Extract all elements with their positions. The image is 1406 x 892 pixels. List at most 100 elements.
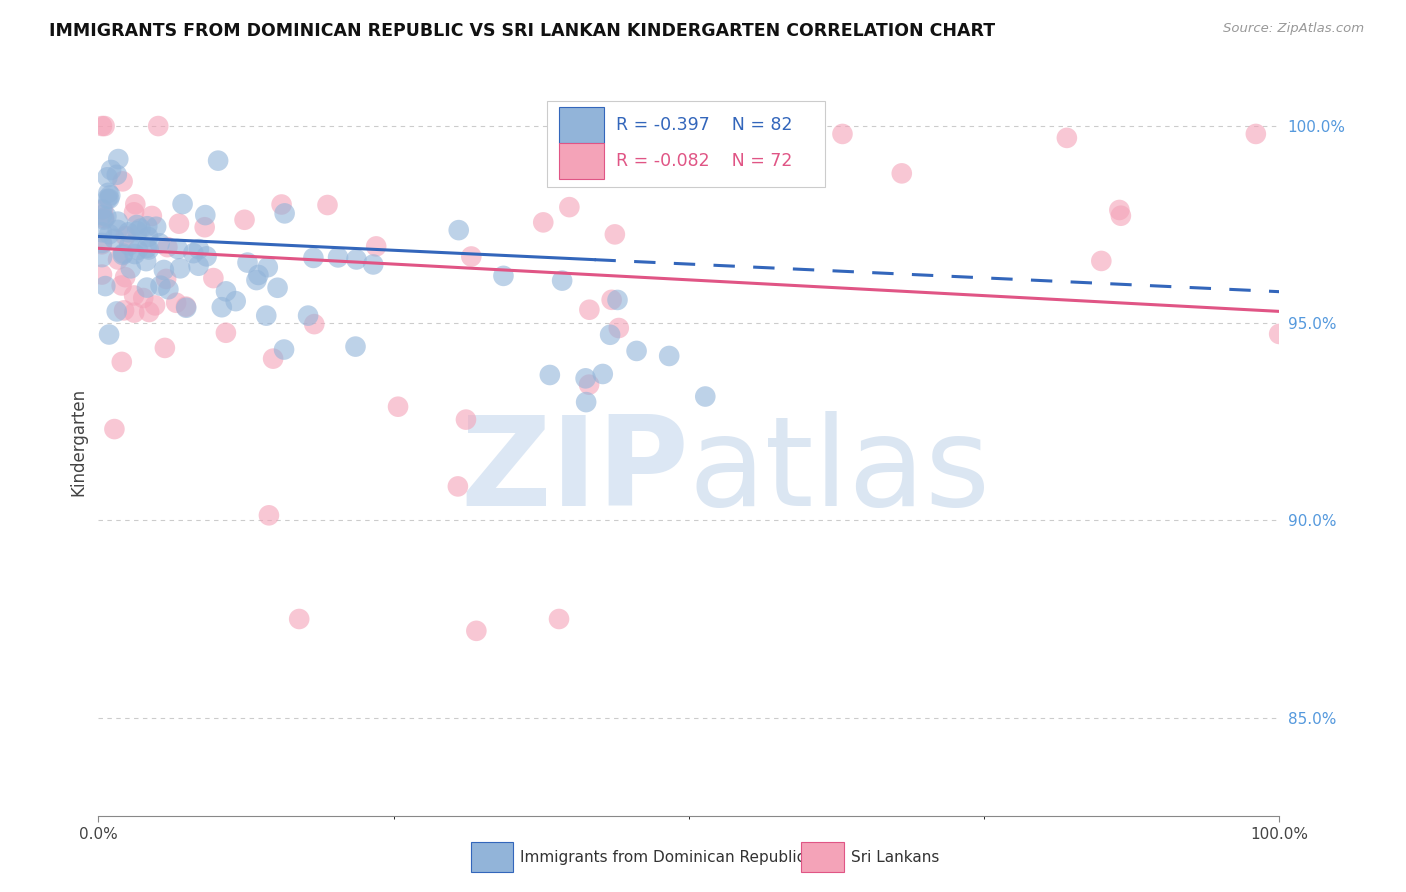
Point: [141, 209, 163, 223]
Point: [93, 119, 115, 133]
Point: [387, 400, 409, 414]
Point: [156, 240, 179, 254]
Point: [202, 271, 225, 285]
Point: [105, 304, 128, 318]
Point: [187, 242, 209, 256]
Point: [136, 230, 159, 244]
Point: [1090, 254, 1112, 268]
Point: [346, 252, 368, 267]
Point: [270, 197, 292, 211]
Point: [145, 219, 167, 234]
Point: [465, 624, 488, 638]
Point: [548, 612, 571, 626]
Point: [138, 305, 160, 319]
Point: [114, 270, 136, 285]
Point: [118, 238, 141, 252]
Point: [211, 300, 233, 314]
FancyBboxPatch shape: [560, 107, 605, 144]
Text: Sri Lankans: Sri Lankans: [851, 850, 939, 864]
Point: [135, 241, 157, 255]
Point: [606, 293, 628, 307]
Point: [454, 412, 477, 426]
Point: [273, 343, 295, 357]
Point: [302, 251, 325, 265]
Point: [111, 248, 134, 262]
Point: [127, 224, 149, 238]
Point: [165, 295, 187, 310]
Point: [114, 229, 136, 244]
Point: [143, 298, 166, 312]
Point: [153, 263, 176, 277]
Point: [122, 205, 145, 219]
Point: [225, 294, 247, 309]
Point: [831, 127, 853, 141]
Point: [136, 219, 159, 234]
Point: [105, 168, 128, 182]
Text: Source: ZipAtlas.com: Source: ZipAtlas.com: [1223, 22, 1364, 36]
Point: [254, 309, 277, 323]
Point: [103, 422, 125, 436]
Point: [183, 246, 205, 260]
Point: [194, 208, 217, 222]
Text: Immigrants from Dominican Republic: Immigrants from Dominican Republic: [520, 850, 806, 864]
Point: [695, 390, 717, 404]
Text: R = -0.082    N = 72: R = -0.082 N = 72: [616, 153, 792, 170]
Point: [135, 254, 157, 268]
Point: [136, 280, 159, 294]
Point: [93, 211, 115, 226]
Point: [91, 225, 114, 239]
Point: [890, 166, 912, 180]
Point: [531, 215, 554, 229]
Point: [447, 223, 470, 237]
Point: [124, 197, 146, 211]
Point: [172, 197, 194, 211]
Point: [600, 293, 623, 307]
Point: [91, 119, 114, 133]
Point: [111, 355, 134, 369]
Point: [96, 210, 118, 224]
Point: [132, 291, 155, 305]
Point: [91, 250, 114, 264]
Point: [97, 186, 120, 200]
Point: [120, 261, 142, 276]
Point: [149, 236, 172, 251]
Point: [1268, 326, 1291, 341]
Point: [91, 202, 114, 217]
Point: [153, 341, 176, 355]
Point: [247, 268, 270, 282]
Point: [174, 301, 197, 315]
FancyBboxPatch shape: [547, 101, 825, 186]
Point: [257, 508, 280, 523]
Point: [460, 250, 482, 264]
Point: [112, 246, 135, 260]
Point: [107, 223, 129, 237]
Point: [316, 198, 339, 212]
Point: [575, 395, 598, 409]
Point: [98, 192, 121, 206]
Point: [91, 235, 114, 250]
Point: [551, 274, 574, 288]
Point: [107, 152, 129, 166]
Point: [626, 343, 648, 358]
Point: [361, 257, 384, 271]
Point: [125, 218, 148, 232]
Point: [91, 202, 114, 217]
Point: [326, 251, 349, 265]
Point: [100, 163, 122, 178]
Point: [266, 281, 288, 295]
Point: [1109, 209, 1132, 223]
Point: [492, 268, 515, 283]
Point: [155, 272, 177, 286]
Point: [110, 278, 132, 293]
Point: [658, 349, 681, 363]
Point: [236, 255, 259, 269]
Text: R = -0.397    N = 82: R = -0.397 N = 82: [616, 116, 792, 135]
Point: [578, 377, 600, 392]
Point: [447, 479, 470, 493]
Point: [297, 309, 319, 323]
Point: [288, 612, 311, 626]
Point: [129, 221, 152, 235]
Point: [117, 225, 139, 239]
Point: [122, 305, 145, 319]
Point: [245, 273, 267, 287]
